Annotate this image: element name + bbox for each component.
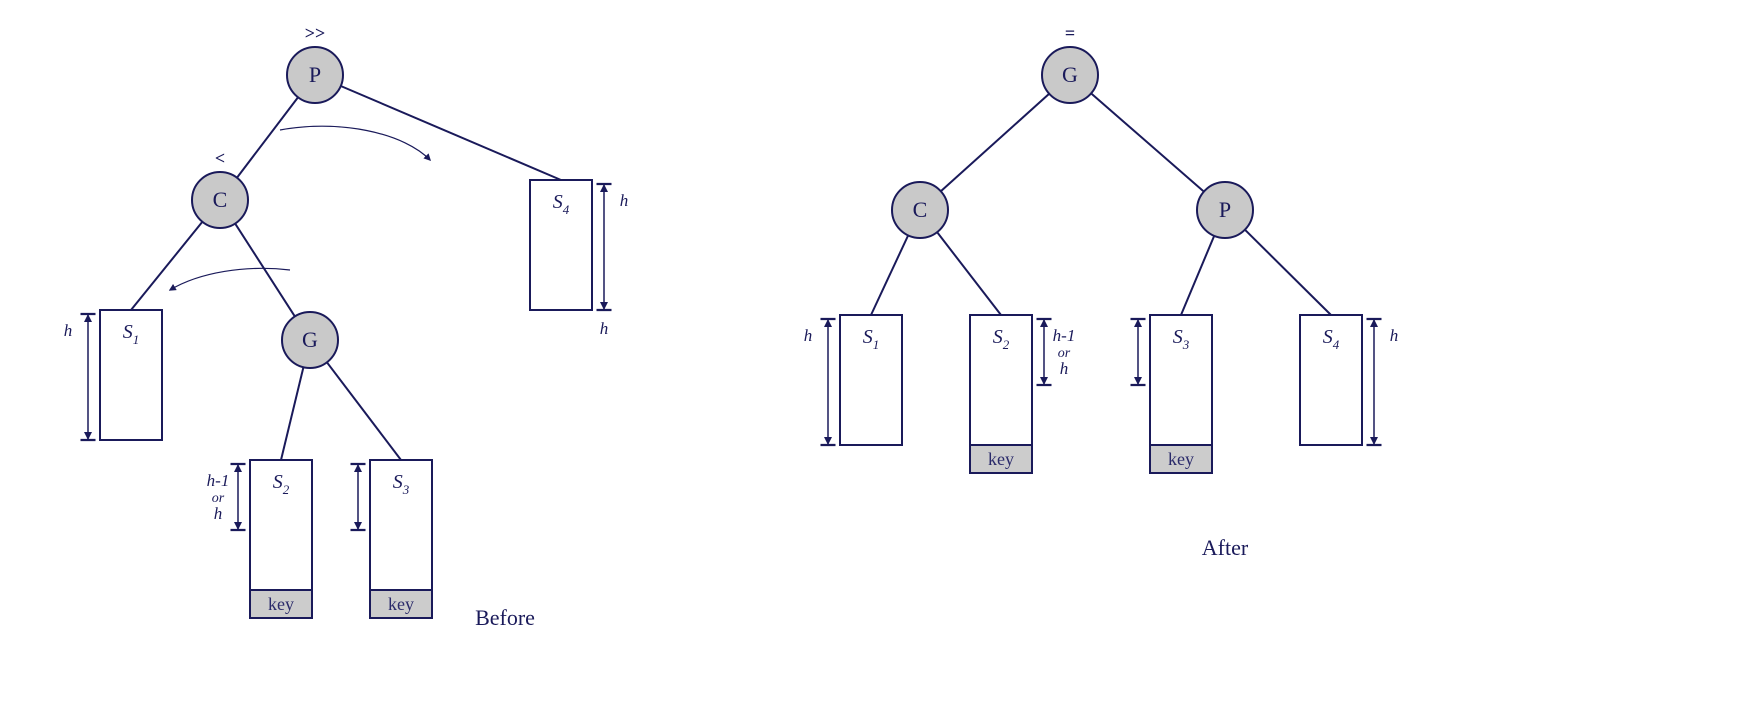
balance-factor: < — [215, 148, 225, 168]
key-label: key — [988, 449, 1014, 469]
tree-edge — [281, 367, 303, 460]
key-label: key — [268, 594, 294, 614]
height-label: h-1 — [1053, 326, 1076, 345]
height-label: h — [214, 504, 223, 523]
height-label: h — [1390, 326, 1399, 345]
tree-edge — [871, 235, 908, 315]
height-label: h — [804, 326, 813, 345]
caption-after: After — [1202, 535, 1249, 560]
node-label: P — [1219, 197, 1231, 222]
balance-factor: >> — [305, 23, 326, 43]
node-label: C — [913, 197, 928, 222]
height-label: h — [64, 321, 73, 340]
node-label: G — [1062, 62, 1078, 87]
tree-edge — [941, 94, 1049, 192]
tree-edge — [327, 362, 401, 460]
node-label: G — [302, 327, 318, 352]
tree-edge — [937, 232, 1001, 315]
height-label: h — [1060, 359, 1069, 378]
key-label: key — [388, 594, 414, 614]
node-label: P — [309, 62, 321, 87]
tree-edge — [237, 97, 298, 177]
balance-factor: = — [1065, 23, 1075, 43]
tree-edge — [131, 222, 202, 310]
tree-edge — [1245, 230, 1331, 315]
caption-before: Before — [475, 605, 535, 630]
height-label: h — [600, 319, 609, 338]
node-label: C — [213, 187, 228, 212]
tree-edge — [341, 86, 561, 180]
tree-edge — [1181, 236, 1214, 315]
height-label: h — [620, 191, 629, 210]
rotation-arrow — [280, 126, 430, 160]
height-label: h-1 — [207, 471, 230, 490]
key-label: key — [1168, 449, 1194, 469]
tree-edge — [1091, 93, 1204, 191]
